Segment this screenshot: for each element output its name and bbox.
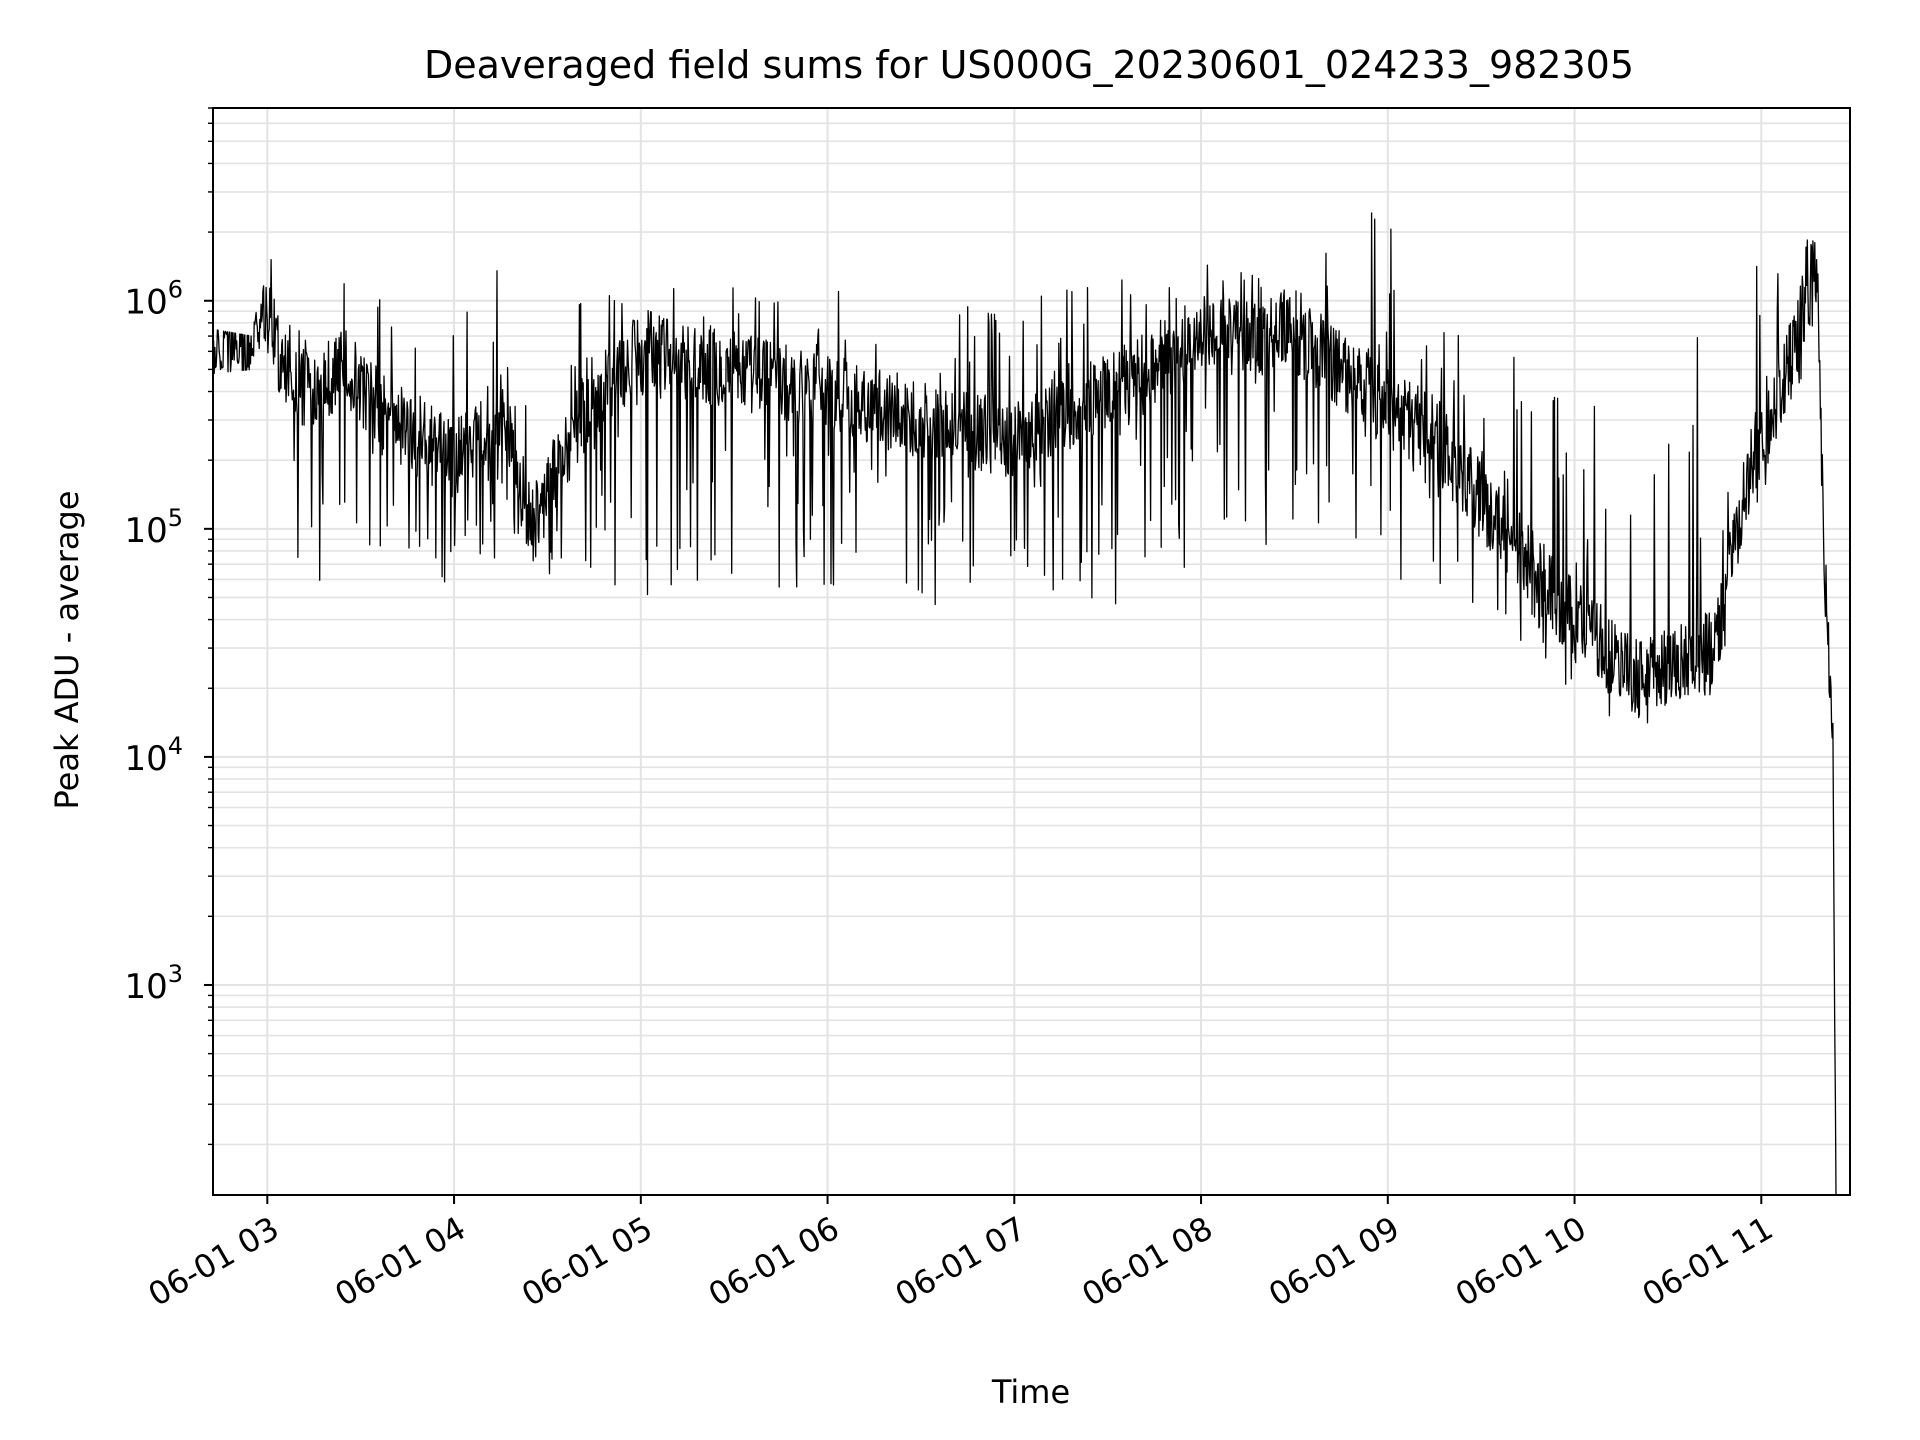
y-tick-label: 103: [124, 960, 183, 1007]
y-tick-label: 106: [124, 276, 183, 323]
series-line: [212, 212, 1837, 1196]
grid: [213, 107, 1850, 1195]
y-axis: 103 104 105 106: [124, 107, 213, 1146]
y-tick-label: 105: [124, 504, 183, 551]
plot-frame: [212, 107, 1851, 1196]
chart-title: Deaveraged field sums for US000G_2023060…: [424, 43, 1634, 87]
series-layer: [212, 212, 1837, 1196]
x-axis-label: Time: [991, 1373, 1070, 1411]
y-tick-label: 104: [124, 732, 183, 779]
y-axis-label: Peak ADU - average: [48, 491, 86, 810]
